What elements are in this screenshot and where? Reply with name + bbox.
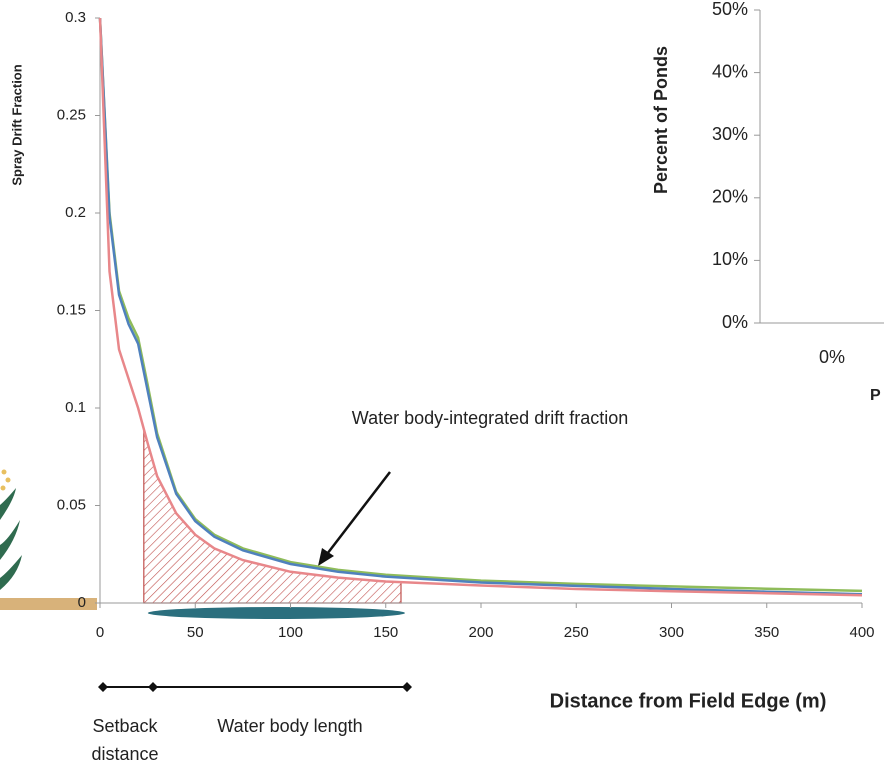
y-tick-label: 30% — [712, 124, 748, 144]
y-tick-label: 0.3 — [65, 9, 86, 26]
arrow — [323, 471, 391, 559]
x-tick-label: 50 — [187, 624, 204, 641]
series-line — [98, 17, 863, 596]
y-tick-label: 0.25 — [57, 106, 86, 123]
ground — [0, 598, 97, 610]
x-tick-label: 300 — [659, 624, 684, 641]
x-tick-label: 100 — [278, 624, 303, 641]
y-tick-label: 40% — [712, 61, 748, 81]
y-axis-title-2: Percent of Ponds — [651, 46, 671, 194]
arrow-head — [318, 548, 334, 566]
crop — [0, 488, 22, 590]
y-tick-label: 10% — [712, 249, 748, 269]
y-axis-title: Spray Drift Fraction — [9, 64, 24, 185]
y-tick-label: 0% — [722, 312, 748, 332]
x-axis-title-2: P — [870, 387, 881, 404]
y-tick-label: 20% — [712, 187, 748, 207]
water-body-label: Water body length — [217, 716, 363, 736]
y-tick-label: 0.2 — [65, 204, 86, 221]
y-tick-label: 0.1 — [65, 399, 86, 416]
series-line — [98, 17, 863, 597]
annotation: Water body-integrated drift fraction — [351, 408, 629, 428]
x-tick-label: 200 — [468, 624, 493, 641]
setback-label: Setback distance — [91, 716, 159, 764]
x-tick-label: 0% — [819, 347, 845, 367]
x-tick-label: 400 — [849, 624, 874, 641]
x-axis-title: Distance from Field Edge (m) — [550, 690, 827, 712]
x-tick-label: 150 — [373, 624, 398, 641]
x-tick-label: 0 — [96, 624, 104, 641]
y-tick-label: 50% — [712, 0, 748, 19]
y-tick-label: 0.15 — [57, 301, 86, 318]
series-line — [98, 17, 863, 593]
water-body — [147, 607, 405, 619]
y-tick-label: 0 — [78, 594, 86, 611]
crop-tassel — [0, 469, 11, 491]
x-tick-label: 250 — [564, 624, 589, 641]
y-tick-label: 0.05 — [57, 496, 86, 513]
shaded-region — [143, 428, 402, 604]
x-tick-label: 350 — [754, 624, 779, 641]
